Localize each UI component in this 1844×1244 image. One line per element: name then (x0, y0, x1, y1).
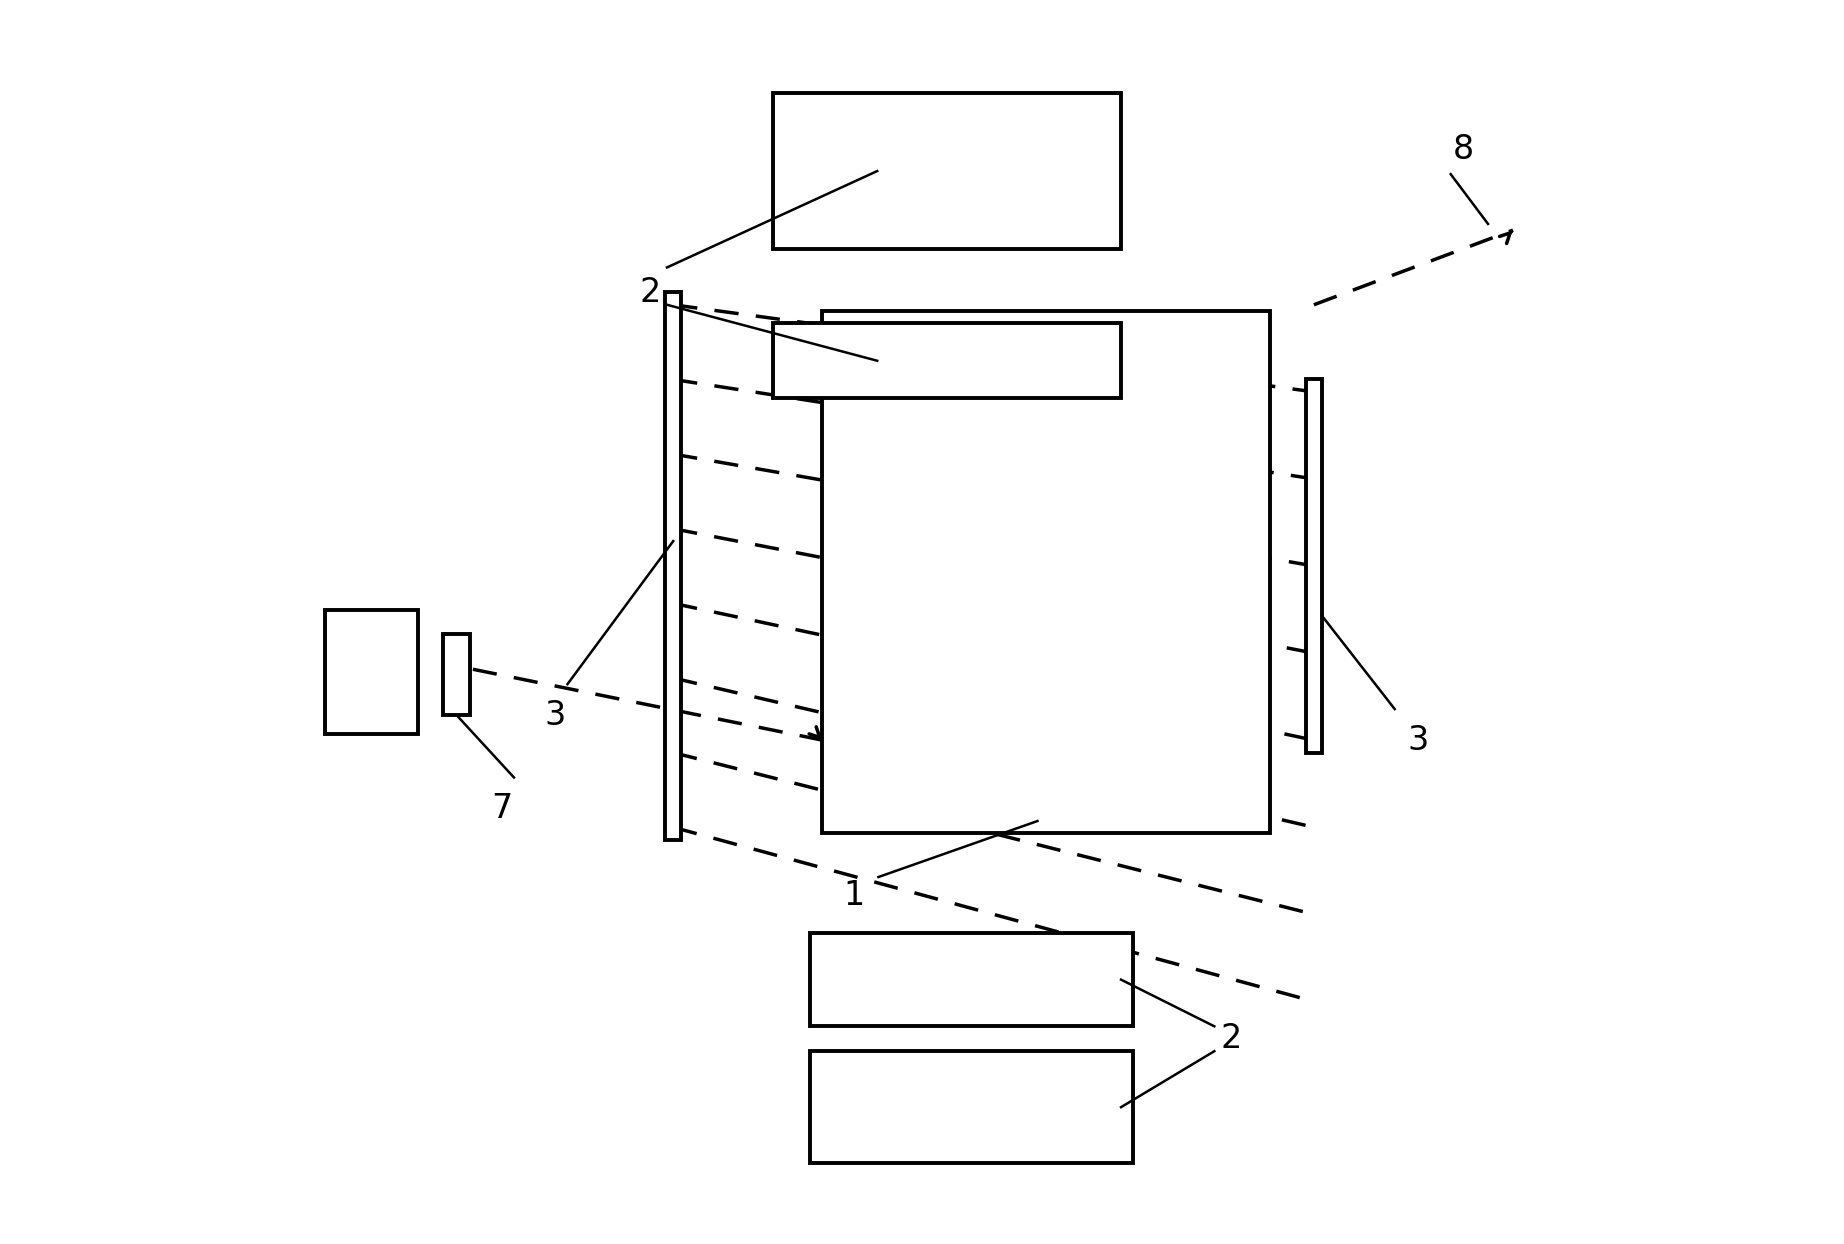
Bar (666, 292, 680, 840)
Text: 3: 3 (1407, 724, 1429, 756)
Text: 2: 2 (640, 276, 660, 309)
Bar (773, 93, 1121, 249)
Text: 2: 2 (1221, 1023, 1243, 1055)
Bar (822, 311, 1271, 833)
Bar (1306, 379, 1322, 753)
Bar (325, 610, 419, 734)
Text: 8: 8 (1453, 133, 1473, 165)
Text: 1: 1 (843, 880, 865, 912)
Bar (810, 1051, 1134, 1163)
Text: 3: 3 (544, 699, 566, 731)
Text: 7: 7 (491, 792, 513, 825)
Bar (810, 933, 1134, 1026)
Bar (773, 323, 1121, 398)
Bar (443, 634, 470, 715)
